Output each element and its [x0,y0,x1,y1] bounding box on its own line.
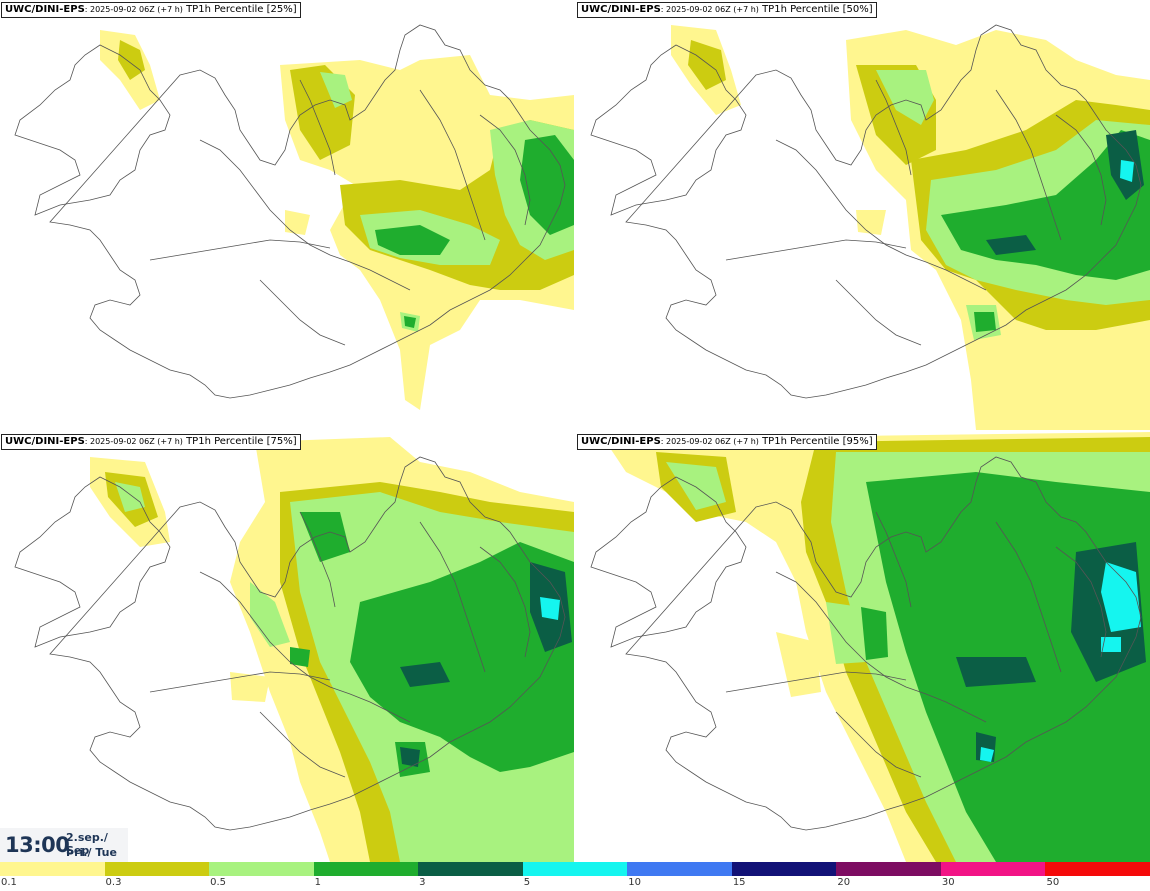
panel-title: UWC/DINI-EPS: 2025-09-02 06Z (+7 h) TP1h… [577,2,877,18]
map-panel-50: UWC/DINI-EPS: 2025-09-02 06Z (+7 h) TP1h… [576,0,1150,430]
legend-label: 5 [523,877,531,888]
parameter-label: TP1h Percentile [50%] [758,4,873,15]
parameter-label: TP1h Percentile [75%] [182,436,297,447]
precip-map [14,437,574,862]
legend-label: 10 [628,877,641,888]
precip-field-strong [350,542,574,772]
run-time: : 2025-09-02 06Z (+7 h) [84,5,183,14]
legend-swatch [418,862,523,876]
valid-date: 2.sep./ Sep [66,831,108,857]
legend-label: 30 [941,877,955,888]
legend-label: 1 [314,877,321,888]
precip-map [590,24,1150,430]
precip-field-cyan [1120,160,1134,182]
precip-field-strong [290,647,310,667]
run-time: : 2025-09-02 06Z (+7 h) [660,5,759,14]
precip-field-strong [375,225,450,255]
valid-weekday: Þri./ Tue [66,846,117,859]
precip-field-light [776,632,821,697]
model-source: UWC/DINI-EPS [581,4,661,15]
legend-swatch [731,862,837,876]
legend-label: 0.3 [105,877,122,888]
precip-field-darkgreen [400,747,420,767]
legend-swatch [313,862,419,876]
legend-swatch [940,862,1046,876]
precip-field-strong [300,512,350,562]
run-time: : 2025-09-02 06Z (+7 h) [84,437,183,446]
precip-field-strong [974,312,996,332]
panel-title: UWC/DINI-EPS: 2025-09-02 06Z (+7 h) TP1h… [577,434,877,450]
legend-color-bar [0,862,1150,876]
legend-swatch [209,862,314,876]
precip-field-green [826,602,866,664]
map-panel-95: UWC/DINI-EPS: 2025-09-02 06Z (+7 h) TP1h… [576,432,1150,862]
precip-field-strong [404,316,416,328]
legend-swatch [0,862,105,876]
parameter-label: TP1h Percentile [25%] [182,4,297,15]
map-panel-75: UWC/DINI-EPS: 2025-09-02 06Z (+7 h) TP1h… [0,432,574,862]
precip-field-green [115,482,145,512]
precip-map [590,432,1150,862]
precip-field-strong [520,135,574,235]
legend-swatch [1045,862,1150,876]
precip-field-darkgreen [986,235,1036,255]
legend-swatch [836,862,941,876]
legend-label: 50 [1046,877,1060,888]
precip-map [14,24,574,410]
legend-label: 0.5 [210,877,226,888]
legend-swatch [104,862,210,876]
legend-label: 3 [419,877,426,888]
map-panel-25: UWC/DINI-EPS: 2025-09-02 06Z (+7 h) TP1h… [0,0,574,430]
model-source: UWC/DINI-EPS [5,436,85,447]
precip-field-green [876,70,934,125]
precip-field-cyan [1101,562,1141,632]
valid-time-box: 13:00 2.sep./ Sep Þri./ Tue [0,828,128,862]
run-time: : 2025-09-02 06Z (+7 h) [660,437,759,446]
precip-field-cyan [540,597,560,620]
precip-field-darkgreen [400,662,450,687]
precip-field-green [320,72,352,108]
valid-time-clock: 13:00 [5,833,70,857]
panel-title: UWC/DINI-EPS: 2025-09-02 06Z (+7 h) TP1h… [1,434,301,450]
legend-swatch [522,862,628,876]
precip-field-light [285,210,310,235]
panel-title: UWC/DINI-EPS: 2025-09-02 06Z (+7 h) TP1h… [1,2,301,18]
legend-label: 20 [837,877,851,888]
legend-label: 0.1 [1,877,17,888]
precip-field-light [230,672,270,702]
legend-swatch [627,862,732,876]
precip-field-strong [861,607,888,660]
precip-field-mid [688,40,726,90]
model-source: UWC/DINI-EPS [581,436,661,447]
precip-field-light [856,210,886,235]
parameter-label: TP1h Percentile [95%] [758,436,873,447]
precip-field-cyan [1101,637,1121,652]
legend-labels: 0.1 0.3 0.5 1 3 5 10 15 20 30 50 [0,876,1150,891]
precip-field-darkgreen [956,657,1036,687]
legend-label: 15 [732,877,746,888]
model-source: UWC/DINI-EPS [5,4,85,15]
precip-field-mid [118,40,145,80]
precip-field-cyan [980,747,994,762]
precip-field-green [250,582,290,647]
